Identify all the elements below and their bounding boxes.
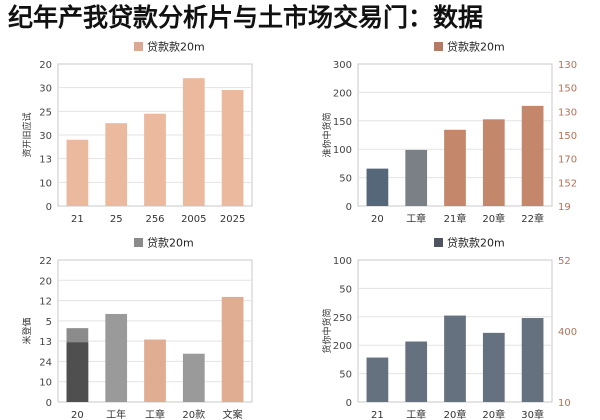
y-axis-label: 米登価 xyxy=(21,317,33,344)
bar xyxy=(521,318,544,402)
legend-swatch xyxy=(134,42,143,51)
y-tick-label: 300 xyxy=(333,60,352,71)
y-axis-label: 资开旧应试 xyxy=(21,112,33,157)
right-tick-label: 150 xyxy=(558,131,577,142)
x-tick-label: 21 xyxy=(71,214,84,224)
right-tick-label: 152 xyxy=(558,178,577,189)
y-axis-label: 货你中货简 xyxy=(321,308,333,353)
y-tick-label: 50 xyxy=(339,284,352,295)
y-tick-label: 20 xyxy=(39,60,52,71)
bar xyxy=(521,105,544,206)
y-tick-label: 200 xyxy=(333,88,352,99)
x-tick-label: 20章 xyxy=(444,408,467,420)
x-tick-label: 工章 xyxy=(406,408,426,420)
bar xyxy=(366,357,389,402)
x-tick-label: 21章 xyxy=(444,212,467,224)
bar xyxy=(144,113,166,206)
chart-panel-bottom-right: 贷款款20m 0 50 200 250 50 100 10 400 52 货你中货简 21 工章 20章 2… xyxy=(300,230,600,420)
x-tick-label: 30章 xyxy=(521,408,544,420)
y-tick-label: 13 xyxy=(39,337,52,348)
legend: 贷款款20m xyxy=(434,40,505,54)
bar-overlay xyxy=(66,342,89,402)
chart-panel-top-right: 贷款款20m 0 50 100 150 200 300 19 152 170 150 130 150 13… xyxy=(300,34,600,225)
bar xyxy=(444,315,466,402)
y-tick-label: 20 xyxy=(39,276,52,287)
legend: 贷款款20m xyxy=(434,236,505,250)
x-tick-label: 工章 xyxy=(406,212,426,224)
bar xyxy=(221,90,244,206)
y-tick-label: 13 xyxy=(39,155,52,166)
y-tick-label: 24 xyxy=(39,357,52,368)
right-tick-label: 19 xyxy=(558,202,571,213)
legend: 贷款20m xyxy=(134,236,194,250)
y-tick-label: 10 xyxy=(39,378,52,389)
x-tick-label: 20 xyxy=(371,214,384,224)
y-tick-label: 0 xyxy=(46,202,52,213)
x-tick-label: 22章 xyxy=(521,212,544,224)
y-tick-label: 50 xyxy=(339,370,352,381)
legend-swatch xyxy=(434,238,443,247)
y-tick-label: 150 xyxy=(333,117,352,128)
bar xyxy=(144,339,166,402)
y-tick-label: 100 xyxy=(333,145,352,156)
x-tick-label: 256 xyxy=(145,214,164,224)
x-tick-label: 工年 xyxy=(106,408,126,420)
x-tick-label: 工章 xyxy=(145,408,165,420)
y-tick-label: 30 xyxy=(39,84,52,95)
y-tick-label: 25 xyxy=(39,107,52,118)
bar xyxy=(66,139,89,206)
right-tick-label: 170 xyxy=(558,155,577,166)
bar xyxy=(482,332,505,402)
right-tick-label: 130 xyxy=(558,60,577,71)
bar xyxy=(366,168,389,206)
x-tick-label: 20章 xyxy=(482,408,505,420)
x-tick-label: 20款 xyxy=(182,408,205,420)
y-tick-label: 0 xyxy=(346,202,352,213)
y-tick-label: 22 xyxy=(39,256,52,267)
y-tick-label: 10 xyxy=(39,178,52,189)
chart-svg-1: 贷款款20m 0 50 100 150 200 300 19 152 170 150 130 150 13… xyxy=(321,40,577,225)
legend: 贷款款20m xyxy=(134,40,205,54)
bar xyxy=(105,313,128,402)
y-tick-label: 200 xyxy=(333,341,352,352)
y-tick-label: 250 xyxy=(333,313,352,324)
x-tick-label: 20 xyxy=(71,410,84,420)
bar xyxy=(182,353,205,402)
y-tick-label: 5 xyxy=(46,317,52,328)
legend-label: 贷款款20m xyxy=(447,40,505,54)
y-axis-label: 淮你中货简 xyxy=(321,112,333,157)
bar xyxy=(221,296,244,402)
bar xyxy=(444,129,466,206)
x-tick-label: 文案 xyxy=(223,408,243,420)
y-tick-label: 50 xyxy=(339,174,352,185)
x-tick-label: 21 xyxy=(371,410,384,420)
bar xyxy=(405,149,428,206)
bar xyxy=(105,123,128,206)
bar xyxy=(405,341,428,402)
legend-label: 贷款款20m xyxy=(147,40,205,54)
right-tick-label: 52 xyxy=(558,256,571,267)
y-tick-label: 100 xyxy=(333,256,352,267)
page-title: 纪年产我贷款分析片与土市场交易门：数据 xyxy=(8,3,484,32)
right-tick-label: 130 xyxy=(558,107,577,118)
x-tick-label: 2005 xyxy=(181,214,206,224)
legend-swatch xyxy=(434,42,443,51)
bar xyxy=(182,78,205,206)
x-tick-label: 25 xyxy=(110,214,123,224)
bar xyxy=(482,119,505,206)
legend-label: 贷款20m xyxy=(147,236,194,250)
y-tick-label: 12 xyxy=(39,297,52,308)
legend-swatch xyxy=(134,238,143,247)
y-tick-label: 30 xyxy=(39,131,52,142)
chart-panel-bottom-left: 贷款20m 0 10 24 13 5 12 20 22 米登価 20 工年 工章 20款 文案 xyxy=(0,230,300,420)
x-tick-label: 20章 xyxy=(482,212,505,224)
right-tick-label: 150 xyxy=(558,84,577,95)
legend-label: 贷款款20m xyxy=(447,236,505,250)
right-tick-label: 400 xyxy=(558,327,577,338)
chart-svg-0: 贷款款20m 0 10 13 30 25 30 20 资开旧应试 21 25 256 2005 2025 xyxy=(21,40,253,224)
chart-panel-top-left: 贷款款20m 0 10 13 30 25 30 20 资开旧应试 21 25 256 2005 2025 xyxy=(0,34,300,224)
x-tick-label: 2025 xyxy=(220,214,245,224)
